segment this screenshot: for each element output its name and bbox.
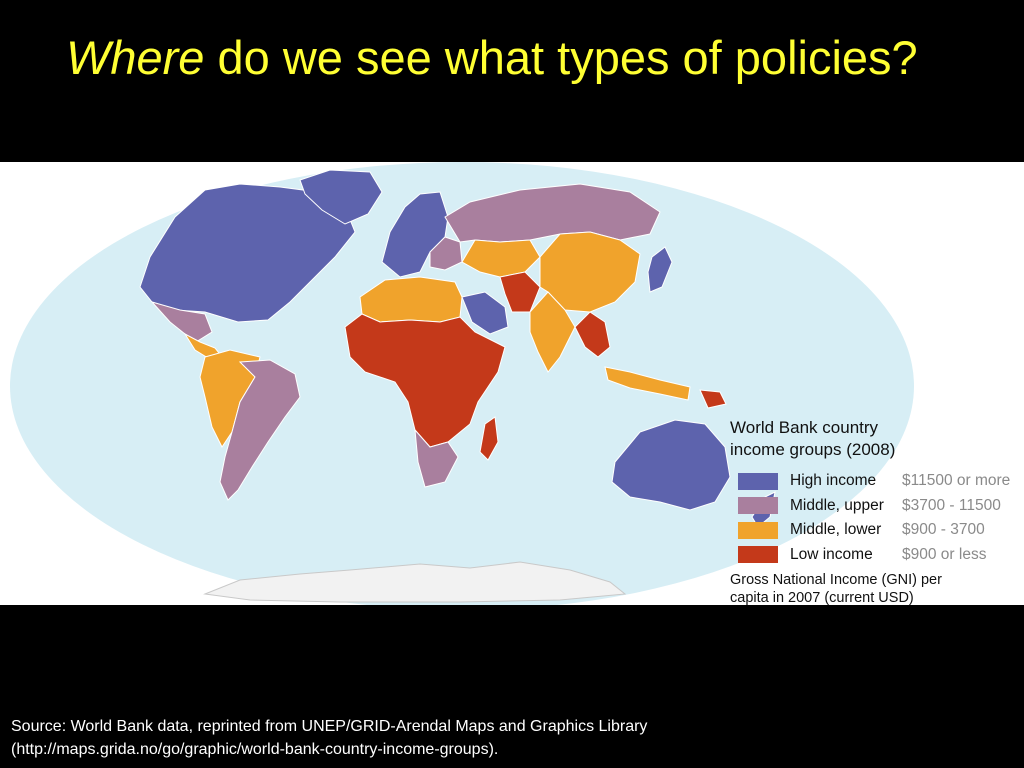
papua-region	[699, 389, 727, 409]
china-region	[539, 231, 641, 313]
legend-range: $3700 - 11500	[902, 496, 1001, 514]
legend-swatch	[738, 497, 778, 515]
australia-region	[611, 419, 731, 511]
south-africa-region	[414, 428, 459, 488]
legend-label: High income	[790, 472, 877, 490]
india-region	[529, 291, 576, 373]
legend-item: High income $11500 or more	[730, 469, 1024, 494]
legend-range: $11500 or more	[902, 472, 1011, 490]
legend-label: Middle, upper	[790, 496, 884, 514]
south-east-asia-low-region	[574, 311, 611, 358]
legend: World Bank country income groups (2008) …	[730, 417, 1024, 605]
legend-range: $900 or less	[902, 545, 987, 563]
legend-swatch	[738, 472, 778, 490]
japan-region	[647, 246, 673, 293]
title-emphasis: Where	[66, 31, 205, 84]
legend-swatch	[738, 521, 778, 539]
south-america-upper-region	[219, 359, 301, 501]
source-line2: (http://maps.grida.no/go/graphic/world-b…	[11, 741, 499, 758]
madagascar-region	[479, 416, 499, 461]
greenland-region	[299, 169, 383, 225]
indonesia-region	[604, 366, 691, 401]
world-map	[10, 162, 914, 605]
source-line1: Source: World Bank data, reprinted from …	[11, 718, 648, 735]
antarctica-region	[203, 561, 627, 603]
legend-title-line1: World Bank country	[730, 418, 879, 437]
source-citation: Source: World Bank data, reprinted from …	[11, 715, 647, 761]
legend-label: Low income	[790, 545, 873, 563]
legend-item: Middle, upper $3700 - 11500	[730, 494, 1024, 519]
legend-note-line2: capita in 2007 (current USD)	[730, 590, 914, 605]
world-map-panel: World Bank country income groups (2008) …	[0, 162, 1024, 605]
legend-item: Middle, lower $900 - 3700	[730, 518, 1024, 543]
legend-swatch	[738, 546, 778, 564]
legend-label: Middle, lower	[790, 521, 882, 539]
legend-note: Gross National Income (GNI) per capita i…	[730, 571, 1024, 605]
legend-note-line1: Gross National Income (GNI) per	[730, 572, 942, 588]
legend-title: World Bank country income groups (2008)	[730, 417, 1024, 461]
central-africa-region	[344, 313, 506, 448]
north-america-region	[139, 183, 356, 323]
slide-title: Where do we see what types of policies?	[66, 30, 918, 86]
legend-item: Low income $900 or less	[730, 543, 1024, 568]
mexico-region	[150, 301, 213, 343]
arabia-region	[461, 291, 509, 335]
legend-items: High income $11500 or more Middle, upper…	[730, 469, 1024, 567]
legend-title-line2: income groups (2008)	[730, 440, 896, 459]
title-rest: do we see what types of policies?	[204, 31, 918, 84]
legend-range: $900 - 3700	[902, 521, 985, 539]
